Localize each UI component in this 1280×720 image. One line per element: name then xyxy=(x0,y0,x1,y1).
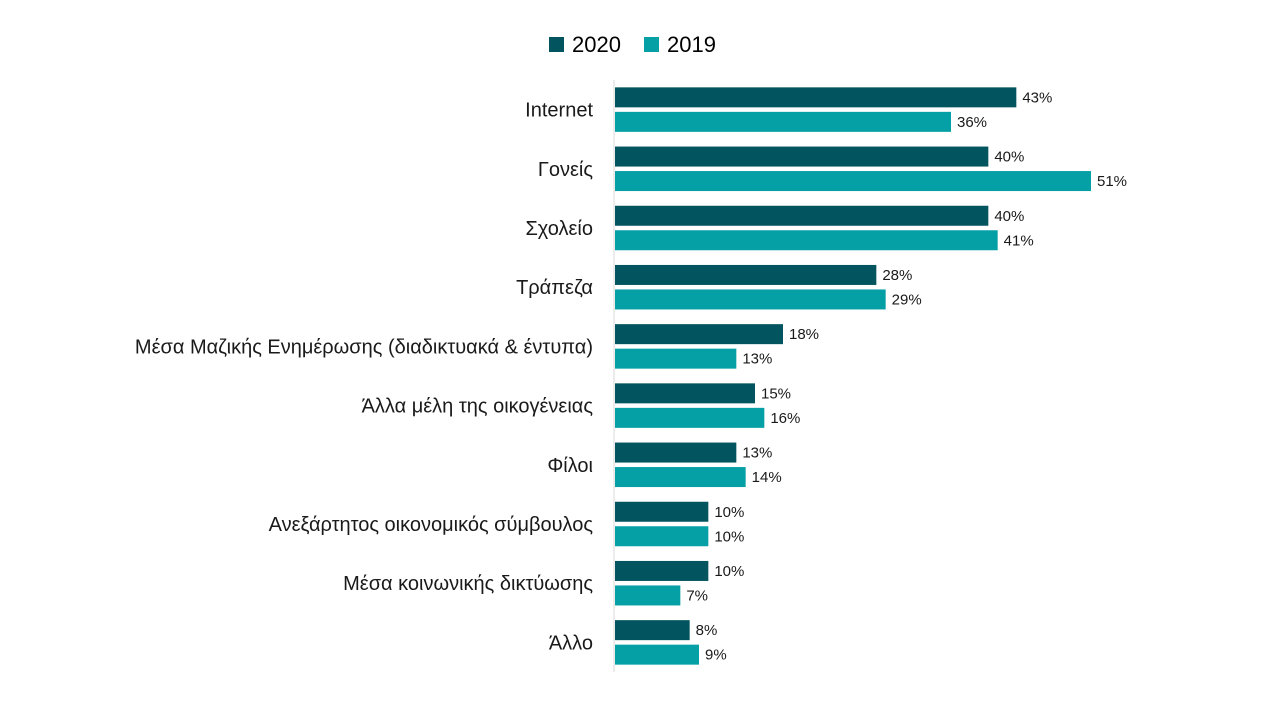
data-label-2019: 10% xyxy=(714,528,744,545)
legend-swatch-2019 xyxy=(644,37,659,52)
bar-2019 xyxy=(615,526,709,547)
legend-swatch-2020 xyxy=(549,37,564,52)
data-labels: 43% 36% 40% 51% 40% 41% 28% 29% 18% 13% 15% 16% 13% 1… xyxy=(686,89,1127,663)
data-label-2019: 29% xyxy=(892,291,922,308)
category-label: Σχολείο xyxy=(525,218,593,240)
category-label: Άλλα μέλη της οικογένειας xyxy=(362,396,594,418)
category-labels: Internet Γονείς Σχολείο Τράπεζα Μέσα Μαζικής… xyxy=(135,100,594,655)
bar-2019 xyxy=(615,467,746,488)
bar-2019 xyxy=(615,111,951,132)
data-label-2019: 7% xyxy=(686,587,708,604)
data-label-2020: 10% xyxy=(714,563,744,580)
bar-2019 xyxy=(615,407,765,428)
data-label-2020: 18% xyxy=(789,326,819,343)
data-label-2020: 10% xyxy=(714,504,744,521)
data-label-2020: 8% xyxy=(696,622,718,639)
legend: 2020 2019 xyxy=(549,32,716,57)
data-label-2019: 13% xyxy=(742,351,772,368)
data-label-2019: 14% xyxy=(752,469,782,486)
bar-2020 xyxy=(615,87,1017,108)
data-label-2020: 40% xyxy=(994,149,1024,166)
bars xyxy=(615,87,1091,665)
bar-2020 xyxy=(615,620,690,641)
data-label-2020: 13% xyxy=(742,445,772,462)
bar-2020 xyxy=(615,264,877,285)
category-label: Γονείς xyxy=(538,159,593,181)
bar-2019 xyxy=(615,171,1091,192)
category-label: Φίλοι xyxy=(547,455,593,477)
bar-2019 xyxy=(615,585,681,606)
data-label-2019: 41% xyxy=(1004,232,1034,249)
bar-2020 xyxy=(615,560,709,581)
bar-2020 xyxy=(615,383,755,404)
data-label-2020: 40% xyxy=(994,208,1024,225)
data-label-2019: 9% xyxy=(705,647,727,664)
bar-2019 xyxy=(615,644,699,665)
category-label: Μέσα κοινωνικής δικτύωσης xyxy=(343,573,593,595)
legend-label-2020: 2020 xyxy=(572,32,621,57)
category-label: Τράπεζα xyxy=(516,277,593,299)
bar-2019 xyxy=(615,230,998,251)
bar-2020 xyxy=(615,146,989,167)
data-label-2020: 43% xyxy=(1022,89,1052,106)
category-label: Internet xyxy=(525,100,593,122)
bar-2019 xyxy=(615,289,886,310)
legend-label-2019: 2019 xyxy=(667,32,716,57)
data-label-2019: 51% xyxy=(1097,173,1127,190)
bar-2020 xyxy=(615,205,989,226)
data-label-2019: 16% xyxy=(770,410,800,427)
category-label: Ανεξάρτητος οικονομικός σύμβουλος xyxy=(269,514,594,536)
category-label: Μέσα Μαζικής Ενημέρωσης (διαδικτυακά & έ… xyxy=(135,336,593,358)
bar-2020 xyxy=(615,324,783,345)
data-label-2020: 15% xyxy=(761,385,791,402)
bar-2020 xyxy=(615,442,737,463)
bar-2020 xyxy=(615,501,709,522)
bar-2019 xyxy=(615,348,737,369)
data-label-2019: 36% xyxy=(957,114,987,131)
category-label: Άλλο xyxy=(549,632,593,654)
data-label-2020: 28% xyxy=(882,267,912,284)
